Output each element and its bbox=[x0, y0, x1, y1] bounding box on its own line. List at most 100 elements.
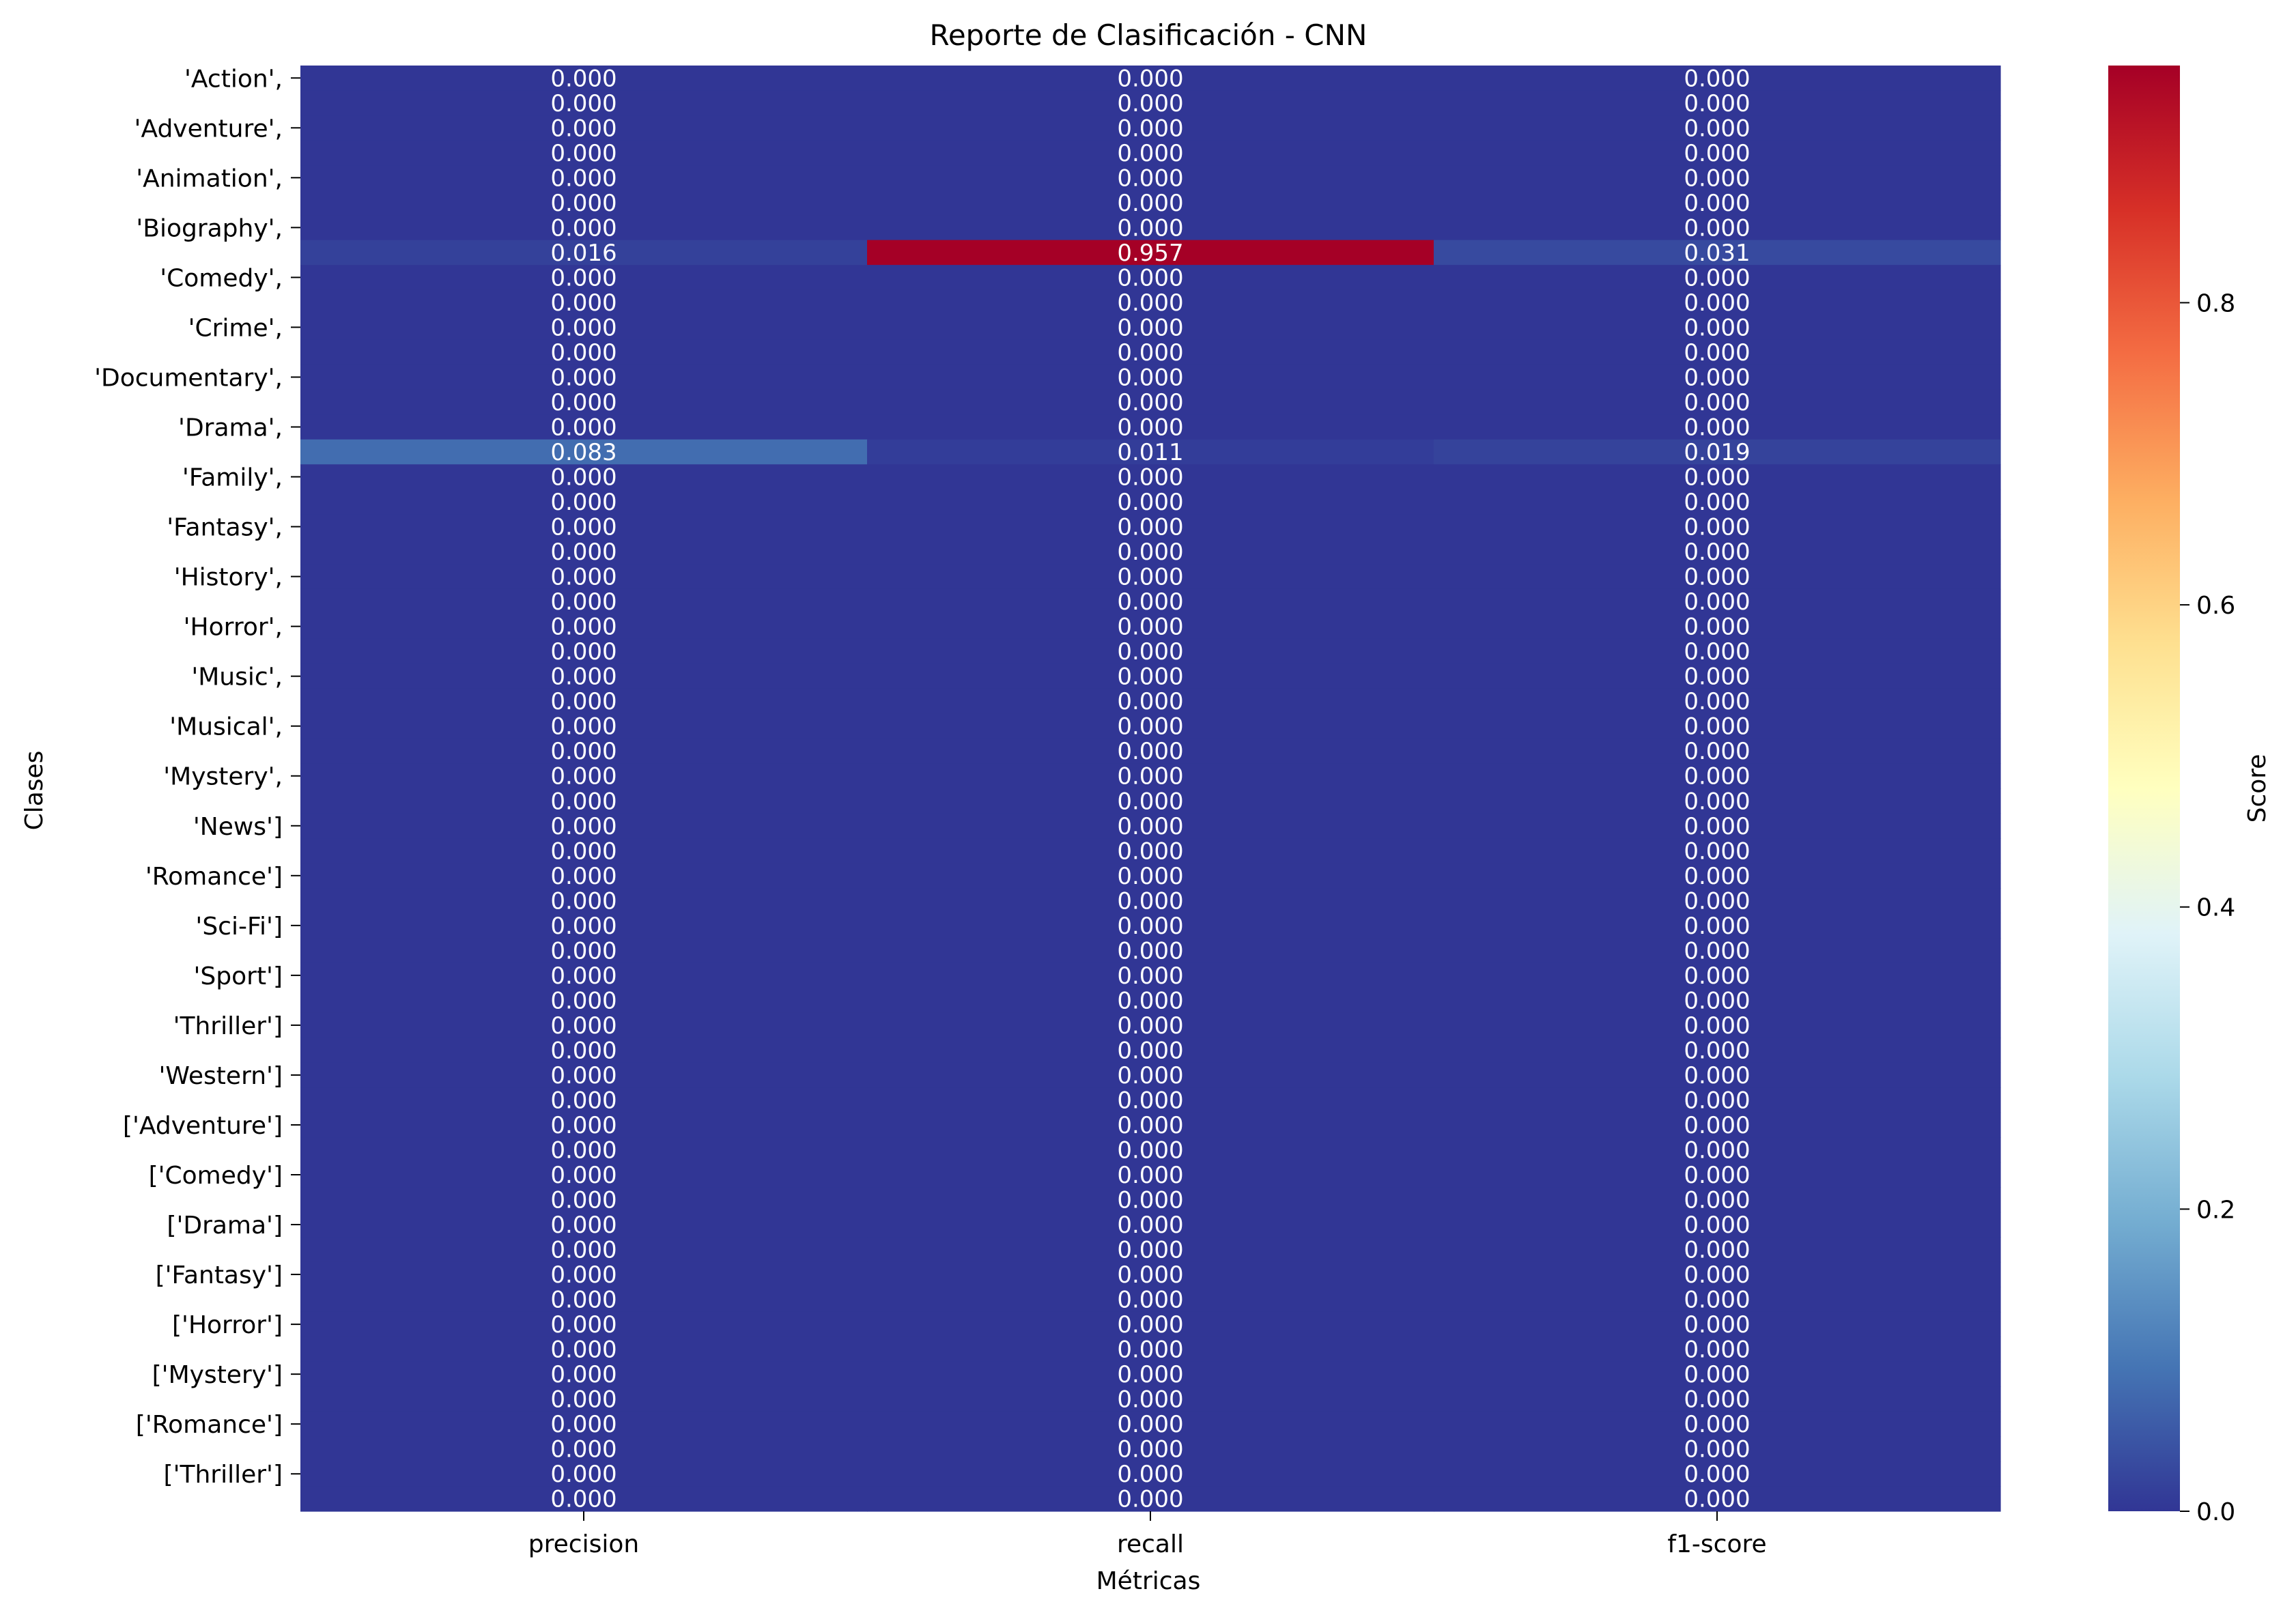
heatmap-cell bbox=[1434, 1261, 2001, 1287]
heatmap-cell bbox=[300, 863, 868, 889]
cell-value-label: 0.000 bbox=[1117, 1212, 1183, 1239]
cell-value-label: 0.000 bbox=[1117, 1062, 1183, 1089]
heatmap-cell bbox=[1434, 838, 2001, 864]
cell-value-label: 0.000 bbox=[1117, 264, 1183, 291]
heatmap-cell bbox=[1434, 863, 2001, 889]
cell-value-label: 0.000 bbox=[1117, 140, 1183, 167]
colorbar-tick-label: 0.4 bbox=[2196, 894, 2235, 922]
cell-value-label: 0.000 bbox=[1684, 115, 1750, 142]
heatmap-cell bbox=[300, 1137, 868, 1163]
cell-value-label: 0.000 bbox=[550, 289, 616, 317]
cell-value-label: 0.000 bbox=[1684, 1337, 1750, 1364]
cell-value-label: 0.000 bbox=[1684, 1212, 1750, 1239]
heatmap-cell bbox=[300, 115, 868, 141]
heatmap-cell bbox=[300, 1361, 868, 1388]
cell-value-label: 0.000 bbox=[1684, 1386, 1750, 1414]
heatmap-cell bbox=[1434, 638, 2001, 665]
cell-value-label: 0.000 bbox=[550, 962, 616, 990]
cell-value-label: 0.000 bbox=[1684, 813, 1750, 840]
heatmap-cell bbox=[1434, 1287, 2001, 1313]
heatmap-cell bbox=[300, 389, 868, 415]
heatmap-cell bbox=[867, 1187, 1434, 1213]
heatmap-cell bbox=[300, 638, 868, 665]
cell-value-label: 0.000 bbox=[1684, 1461, 1750, 1488]
heatmap-cell bbox=[300, 1486, 868, 1512]
cell-value-label: 0.000 bbox=[550, 738, 616, 765]
colorbar-label: Score bbox=[2243, 754, 2271, 823]
cell-value-label: 0.000 bbox=[550, 1486, 616, 1513]
heatmap-cell bbox=[867, 66, 1434, 91]
heatmap-cell bbox=[867, 215, 1434, 241]
cell-value-label: 0.000 bbox=[1684, 564, 1750, 591]
cell-value-label: 0.000 bbox=[1117, 987, 1183, 1014]
cell-value-label: 0.000 bbox=[550, 1436, 616, 1463]
cell-value-label: 0.000 bbox=[550, 1187, 616, 1214]
heatmap-cell bbox=[1434, 514, 2001, 540]
heatmap-cell bbox=[1434, 1137, 2001, 1163]
y-tick-label: 'Mystery', bbox=[163, 763, 283, 791]
cell-value-label: 0.083 bbox=[550, 439, 616, 466]
cell-value-label: 0.019 bbox=[1684, 439, 1750, 466]
cell-value-label: 0.000 bbox=[1684, 688, 1750, 715]
y-tick-label: 'Drama', bbox=[178, 414, 283, 442]
heatmap-cell bbox=[1434, 439, 2001, 465]
cell-value-label: 0.000 bbox=[1684, 663, 1750, 691]
cell-value-label: 0.000 bbox=[1684, 1287, 1750, 1314]
colorbar-tick-label: 0.6 bbox=[2196, 592, 2235, 620]
heatmap-cell bbox=[1434, 115, 2001, 141]
heatmap-cell bbox=[867, 663, 1434, 689]
x-tick-label: f1-score bbox=[1667, 1530, 1766, 1558]
heatmap-cell bbox=[867, 1386, 1434, 1412]
cell-value-label: 0.000 bbox=[1117, 788, 1183, 815]
cell-value-label: 0.000 bbox=[550, 1337, 616, 1364]
cell-value-label: 0.000 bbox=[550, 464, 616, 491]
cell-value-label: 0.000 bbox=[1117, 115, 1183, 142]
y-tick-label: 'Music', bbox=[191, 663, 283, 691]
cell-value-label: 0.000 bbox=[1117, 1012, 1183, 1040]
cell-value-label: 0.000 bbox=[550, 1261, 616, 1289]
cell-value-label: 0.000 bbox=[550, 1311, 616, 1339]
cell-value-label: 0.000 bbox=[550, 1087, 616, 1114]
chart-title: Reporte de Clasificación - CNN bbox=[930, 18, 1367, 52]
cell-value-label: 0.000 bbox=[1117, 514, 1183, 541]
cell-value-label: 0.000 bbox=[1117, 289, 1183, 317]
cell-value-label: 0.000 bbox=[1684, 539, 1750, 566]
y-tick-label: 'Documentary', bbox=[94, 364, 283, 392]
heatmap-cell bbox=[867, 1212, 1434, 1238]
heatmap-cell bbox=[300, 962, 868, 988]
cell-value-label: 0.000 bbox=[1684, 1486, 1750, 1513]
cell-value-label: 0.000 bbox=[550, 863, 616, 890]
cell-value-label: 0.000 bbox=[1684, 913, 1750, 940]
heatmap-cell bbox=[300, 315, 868, 341]
heatmap-cell bbox=[300, 66, 868, 91]
heatmap-cell bbox=[1434, 489, 2001, 515]
cell-value-label: 0.000 bbox=[550, 1386, 616, 1414]
heatmap-cell bbox=[1434, 1187, 2001, 1213]
y-tick-label: ['Thriller'] bbox=[164, 1461, 283, 1489]
heatmap-cell bbox=[1434, 1237, 2001, 1263]
heatmap-cell bbox=[867, 938, 1434, 964]
heatmap-cell bbox=[867, 1261, 1434, 1287]
cell-value-label: 0.000 bbox=[1117, 190, 1183, 217]
heatmap-cell bbox=[300, 1386, 868, 1412]
heatmap-cell bbox=[867, 539, 1434, 564]
heatmap-cell bbox=[867, 1237, 1434, 1263]
heatmap-cell bbox=[300, 489, 868, 515]
heatmap-cell bbox=[300, 289, 868, 315]
heatmap-cell bbox=[300, 763, 868, 789]
cell-value-label: 0.000 bbox=[1684, 165, 1750, 192]
heatmap-cell bbox=[1434, 1162, 2001, 1188]
heatmap-cell bbox=[867, 1287, 1434, 1313]
cell-value-label: 0.000 bbox=[1684, 1037, 1750, 1064]
cell-value-label: 0.000 bbox=[1117, 1137, 1183, 1164]
x-tick-label: recall bbox=[1117, 1530, 1184, 1558]
heatmap-cell bbox=[300, 713, 868, 739]
cell-value-label: 0.000 bbox=[1117, 763, 1183, 790]
heatmap-cell bbox=[867, 389, 1434, 415]
heatmap-cell bbox=[867, 339, 1434, 365]
heatmap-cell bbox=[1434, 289, 2001, 315]
heatmap-cell bbox=[1434, 813, 2001, 839]
heatmap-cell bbox=[867, 738, 1434, 764]
cell-value-label: 0.000 bbox=[1684, 140, 1750, 167]
cell-value-label: 0.000 bbox=[1684, 838, 1750, 865]
